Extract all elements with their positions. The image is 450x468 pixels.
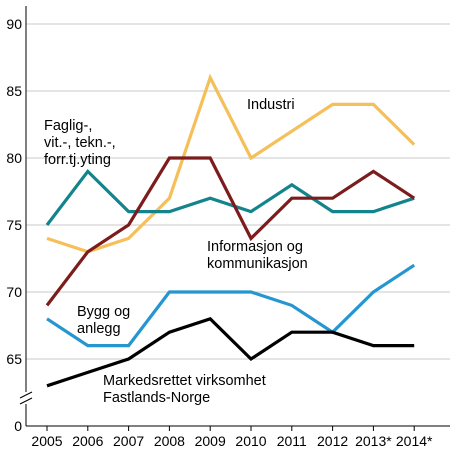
x-tick-label: 2008 — [154, 433, 185, 449]
axis-break-mark — [19, 397, 33, 405]
series-line-3 — [45, 156, 416, 307]
axis-break-mark — [19, 391, 33, 399]
x-tick-label: 2012 — [317, 433, 348, 449]
series-lines — [45, 73, 416, 388]
series-label-4: Bygg og anlegg — [77, 304, 130, 337]
x-tick-label: 2014* — [396, 433, 433, 449]
grid — [26, 23, 450, 360]
series-label-2: Faglig-, vit.-, tekn.-, forr.tj.yting — [44, 118, 116, 168]
y-tick-label: 65 — [6, 351, 22, 367]
x-tick-label: 2005 — [31, 433, 62, 449]
y-tick-label: 90 — [6, 16, 22, 32]
y-tick-label: 0 — [14, 418, 22, 434]
x-tick-label: 2013* — [355, 433, 392, 449]
series-labels: Industri Faglig-, vit.-, tekn.-, forr.tj.yt… — [44, 97, 308, 406]
x-tick-label: 2011 — [277, 433, 307, 449]
series-label-3: Informasjon og kommunikasjon — [207, 239, 308, 272]
series-label-5: Markedsrettet virksomhet Fastlands-Norge — [103, 373, 266, 406]
series-line-4 — [46, 263, 416, 348]
series-line-2 — [45, 168, 415, 226]
series-line-1 — [46, 73, 416, 254]
x-tick-label: 2007 — [113, 433, 144, 449]
x-tick-label: 2010 — [235, 433, 266, 449]
y-tick-label: 80 — [6, 150, 22, 166]
x-tick-label: 2009 — [195, 433, 226, 449]
axes: 0 65 70 75 80 85 90 2005 2006 2007 2008 2009 2010 201… — [6, 6, 450, 449]
series-label-1: Industri — [247, 97, 295, 113]
y-tick-label: 75 — [6, 217, 22, 233]
y-tick-label: 85 — [6, 83, 22, 99]
y-tick-label: 70 — [6, 284, 22, 300]
x-tick-label: 2006 — [72, 433, 103, 449]
series-line-5 — [46, 316, 415, 388]
